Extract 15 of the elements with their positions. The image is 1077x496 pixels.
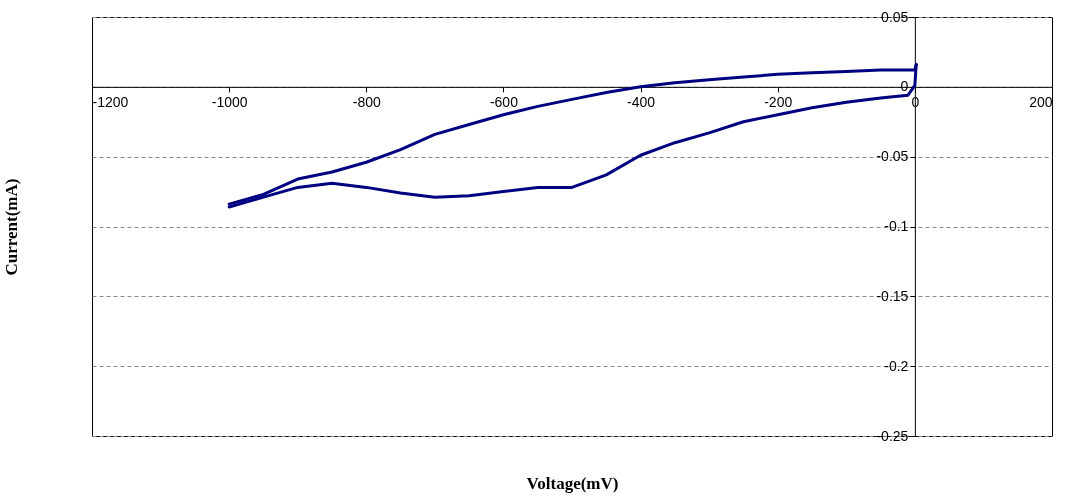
- x-tick-label: -600: [489, 94, 519, 111]
- x-tick-label: -200: [764, 94, 793, 111]
- y-tick-label: -0.25: [876, 427, 909, 444]
- x-tick-label: -1000: [211, 94, 248, 111]
- y-tick-label: -0.15: [876, 287, 909, 304]
- x-tick-label: -1200: [92, 94, 129, 111]
- x-tick-label: -400: [627, 94, 656, 111]
- y-tick-label: 0.05: [881, 8, 909, 25]
- y-tick-label: -0.1: [884, 218, 909, 234]
- y-tick-label: -0.05: [876, 148, 909, 165]
- y-axis-title: Current(mA): [1, 178, 21, 276]
- y-tick-label: -0.2: [884, 357, 909, 374]
- x-tick-label: 200: [1029, 94, 1053, 111]
- x-tick-label: -800: [352, 94, 381, 111]
- x-axis-title: Voltage(mV): [526, 473, 619, 493]
